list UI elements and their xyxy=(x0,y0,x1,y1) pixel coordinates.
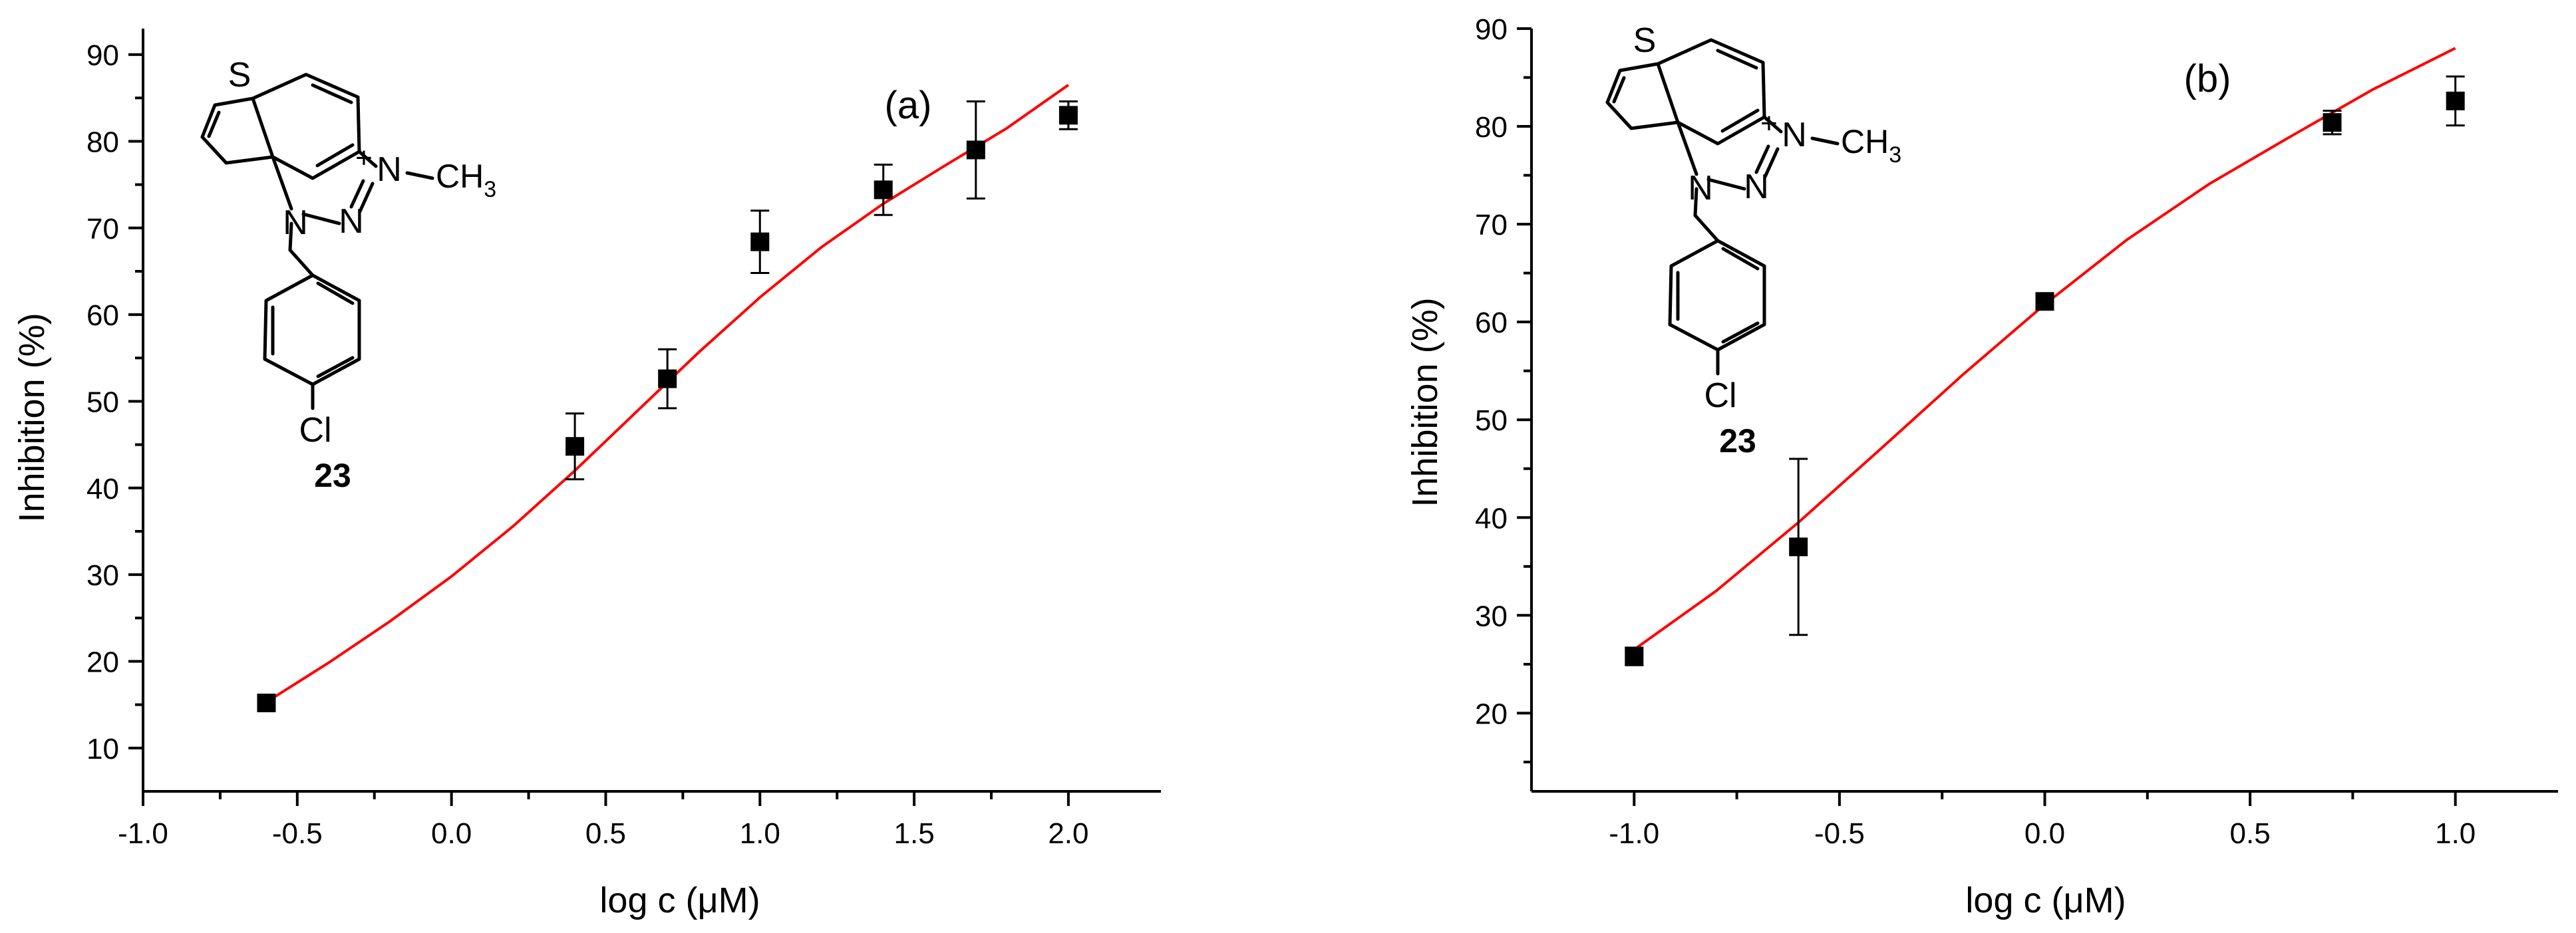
y-tick-label: 80 xyxy=(86,126,119,158)
data-point xyxy=(1625,647,1644,666)
y-tick-label: 60 xyxy=(1475,307,1508,339)
data-point xyxy=(2323,113,2342,132)
compound-number: 23 xyxy=(314,457,351,494)
panel-label: (a) xyxy=(885,84,932,127)
x-tick-label: 0.5 xyxy=(2230,817,2271,850)
chlorine-label: Cl xyxy=(299,411,331,450)
chlorine-label: Cl xyxy=(1704,376,1736,415)
thiophene-ring xyxy=(1605,62,1680,130)
x-tick-label: 0.0 xyxy=(2024,817,2065,850)
y-tick-label: 80 xyxy=(1475,111,1508,144)
x-tick-label: -1.0 xyxy=(1609,817,1659,850)
y-tick-label: 10 xyxy=(86,733,119,765)
panel-label: (b) xyxy=(2184,57,2231,100)
n3-label: N xyxy=(1782,116,1807,154)
triazole-ring xyxy=(271,155,293,211)
x-tick-label: 1.0 xyxy=(740,817,780,850)
y-tick-label: 60 xyxy=(86,299,119,332)
axes: -1.0 -0.5 0.0 0.5 1.0 20 30 40 50 60 70 80 90 xyxy=(1475,13,2558,850)
data-point xyxy=(2446,91,2465,110)
n1-label: N xyxy=(1688,169,1713,207)
compound-structure: S N N N + CH3 Cl 23 xyxy=(1605,21,1901,460)
y-tick-label: 70 xyxy=(86,213,119,245)
y-axis-title: Inhibition (%) xyxy=(1405,297,1445,507)
methyl-label: CH3 xyxy=(436,158,496,202)
data-point xyxy=(658,369,677,388)
benzene-ring xyxy=(1656,38,1766,146)
n1-label: N xyxy=(283,203,308,242)
y-tick-label: 30 xyxy=(1475,600,1508,632)
y-tick-label: 30 xyxy=(86,559,119,592)
x-tick-label: -1.0 xyxy=(118,817,168,850)
n2-label: N xyxy=(1744,168,1769,206)
n2-label: N xyxy=(339,202,364,241)
benzyl-ch2 xyxy=(1693,187,1698,217)
y-axis-title: Inhibition (%) xyxy=(12,313,52,522)
y-tick-label: 70 xyxy=(1475,209,1508,241)
data-points-group xyxy=(257,100,1078,713)
y-tick-label: 20 xyxy=(1475,698,1508,730)
data-point xyxy=(565,437,585,456)
data-point xyxy=(1058,106,1078,125)
data-point xyxy=(874,180,893,200)
chlorophenyl-ring xyxy=(263,273,361,386)
data-point xyxy=(1789,537,1808,557)
y-tick-label: 50 xyxy=(1475,404,1508,437)
y-tick-label: 50 xyxy=(86,386,119,418)
chart-panel-a: -1.0 -0.5 0.0 0.5 1.0 1.5 2.0 10 20 30 40 50 60 70 80 9… xyxy=(12,29,1161,920)
x-tick-label: 2.0 xyxy=(1048,817,1088,850)
x-axis-title: log c (μM) xyxy=(599,880,760,920)
compound-number: 23 xyxy=(1719,422,1756,460)
methyl-label: CH3 xyxy=(1841,123,1901,168)
axes: -1.0 -0.5 0.0 0.5 1.0 1.5 2.0 10 20 30 40 50 60 70 80 9… xyxy=(86,29,1161,850)
x-tick-label: -0.5 xyxy=(1814,817,1865,850)
sulfur-label: S xyxy=(228,56,251,94)
benzene-ring xyxy=(251,72,361,180)
data-point xyxy=(2035,292,2054,311)
y-tick-label: 40 xyxy=(1475,502,1508,535)
data-point xyxy=(257,694,276,713)
compound-structure: S N N N + CH3 Cl 23 xyxy=(200,56,496,494)
n3-label: N xyxy=(377,150,402,189)
sulfur-label: S xyxy=(1633,21,1657,60)
x-tick-label: 1.0 xyxy=(2435,817,2476,850)
x-tick-label: 0.0 xyxy=(431,817,472,850)
chart-panel-b: -1.0 -0.5 0.0 0.5 1.0 20 30 40 50 60 70 80 90 (b) lo… xyxy=(1405,13,2558,920)
benzyl-ch2 xyxy=(288,221,293,252)
charge-label: + xyxy=(1760,107,1778,140)
y-tick-label: 90 xyxy=(86,39,119,72)
x-tick-label: 1.5 xyxy=(894,817,935,850)
triazole-ring xyxy=(1676,120,1698,176)
y-tick-label: 40 xyxy=(86,473,119,505)
charge-label: + xyxy=(355,142,373,174)
fit-curve-group xyxy=(1633,47,2456,651)
data-point xyxy=(966,140,985,160)
data-points-group xyxy=(1625,75,2465,666)
data-point xyxy=(750,232,770,251)
x-tick-label: -0.5 xyxy=(272,817,323,850)
y-tick-label: 20 xyxy=(86,646,119,678)
y-tick-label: 90 xyxy=(1475,13,1508,46)
chlorophenyl-ring xyxy=(1668,239,1766,352)
thiophene-ring xyxy=(200,96,275,165)
fit-curve xyxy=(1633,47,2456,651)
x-tick-label: 0.5 xyxy=(585,817,626,850)
x-axis-title: log c (μM) xyxy=(1965,880,2126,920)
